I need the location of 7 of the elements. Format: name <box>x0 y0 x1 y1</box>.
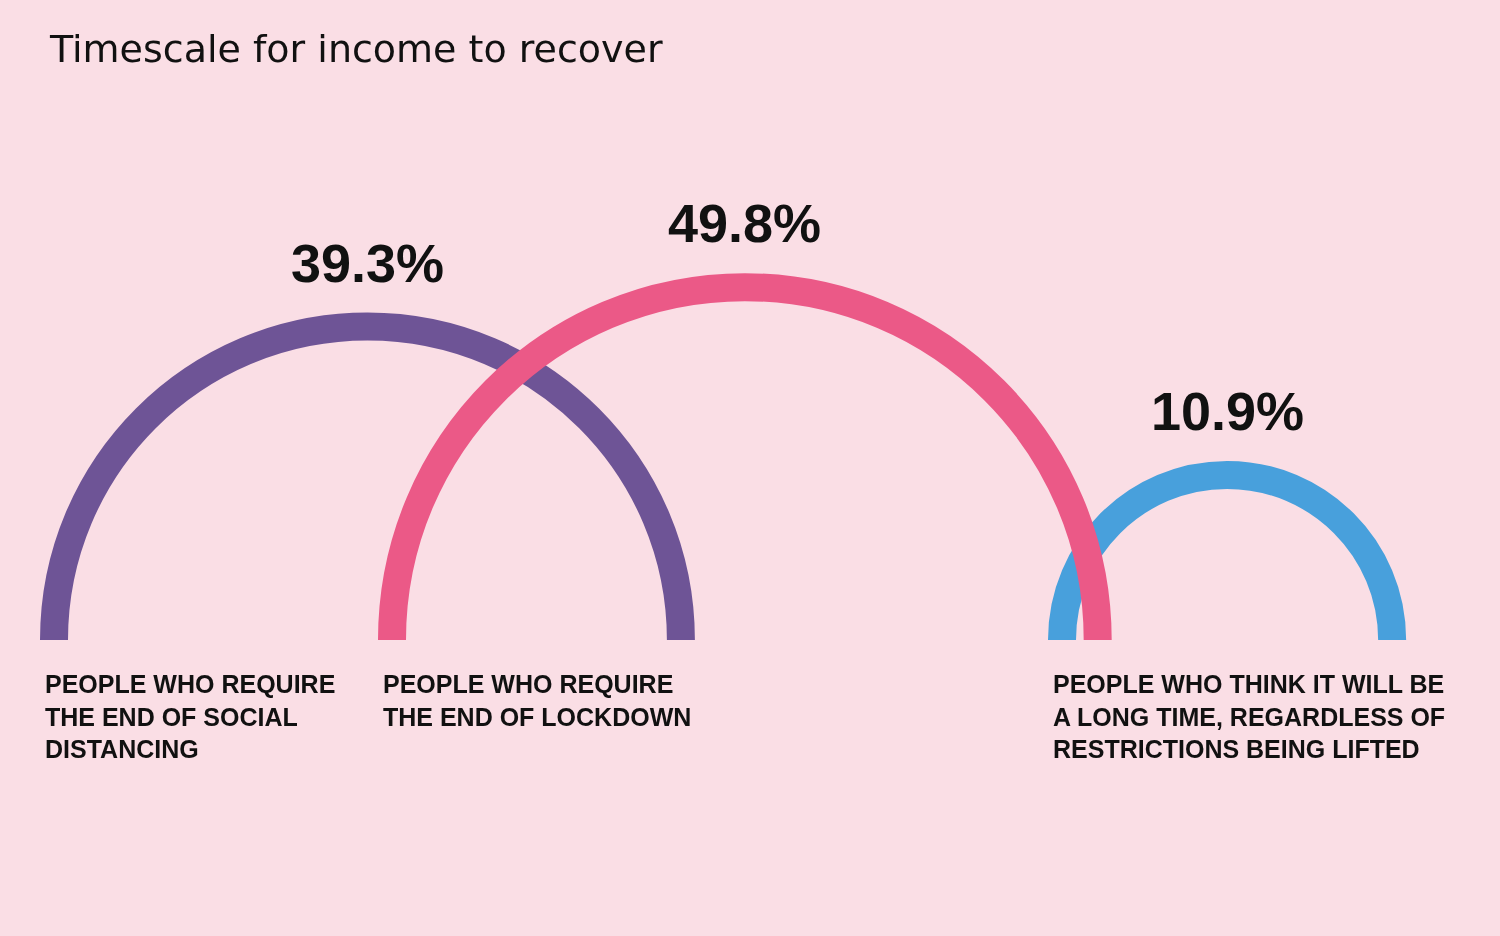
data-label: 10.9% <box>1151 381 1305 441</box>
category-label: PEOPLE WHO THINK IT WILL BE A LONG TIME, REGARDLESS OF RESTRICTIONS BEING LIFTED <box>1053 670 1446 763</box>
category-label: PEOPLE WHO REQUIRE THE END OF LOCKDOWN <box>383 670 692 731</box>
data-label: 39.3% <box>291 233 445 293</box>
data-label: 49.8% <box>668 193 822 253</box>
category-label: PEOPLE WHO REQUIRE THE END OF SOCIAL DISTANCING <box>45 670 336 763</box>
text: Timescale for income to recover <box>49 26 663 71</box>
